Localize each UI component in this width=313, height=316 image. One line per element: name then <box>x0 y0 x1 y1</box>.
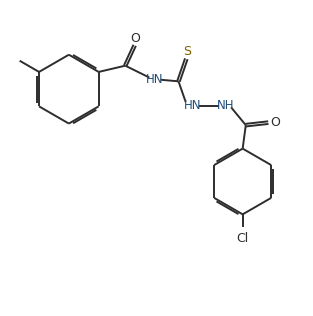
Text: Cl: Cl <box>237 233 249 246</box>
Text: HN: HN <box>184 99 201 112</box>
Text: O: O <box>130 32 140 45</box>
Text: HN: HN <box>146 73 164 86</box>
Text: NH: NH <box>217 99 234 112</box>
Text: O: O <box>270 116 280 129</box>
Text: S: S <box>183 46 192 58</box>
